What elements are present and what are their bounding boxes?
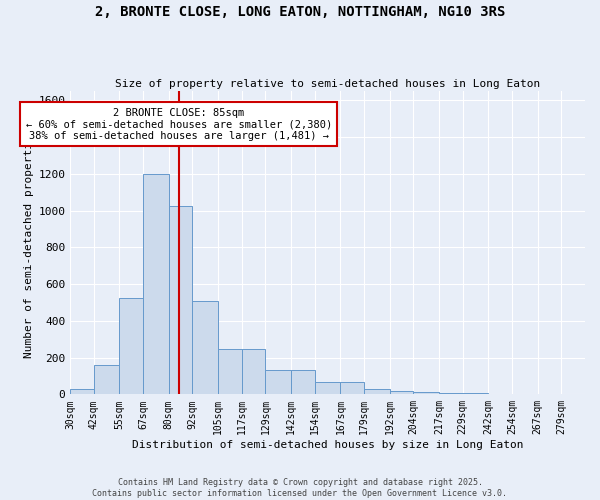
Bar [265,370,291,394]
Text: 2 BRONTE CLOSE: 85sqm
← 60% of semi-detached houses are smaller (2,380)
38% of s: 2 BRONTE CLOSE: 85sqm ← 60% of semi-deta… [26,108,332,141]
Bar [315,382,340,394]
Y-axis label: Number of semi-detached properties: Number of semi-detached properties [24,128,34,358]
Bar [364,389,390,394]
Bar [193,300,218,394]
Bar [169,206,193,394]
Bar [94,365,119,394]
Bar [390,390,413,394]
Bar [340,382,364,394]
Bar [242,350,265,395]
Title: Size of property relative to semi-detached houses in Long Eaton: Size of property relative to semi-detach… [115,79,540,89]
Bar [143,174,169,394]
Bar [291,370,315,394]
Text: Contains HM Land Registry data © Crown copyright and database right 2025.
Contai: Contains HM Land Registry data © Crown c… [92,478,508,498]
Bar [413,392,439,394]
Bar [119,298,143,394]
Bar [70,389,94,394]
X-axis label: Distribution of semi-detached houses by size in Long Eaton: Distribution of semi-detached houses by … [132,440,523,450]
Bar [218,350,242,395]
Text: 2, BRONTE CLOSE, LONG EATON, NOTTINGHAM, NG10 3RS: 2, BRONTE CLOSE, LONG EATON, NOTTINGHAM,… [95,5,505,19]
